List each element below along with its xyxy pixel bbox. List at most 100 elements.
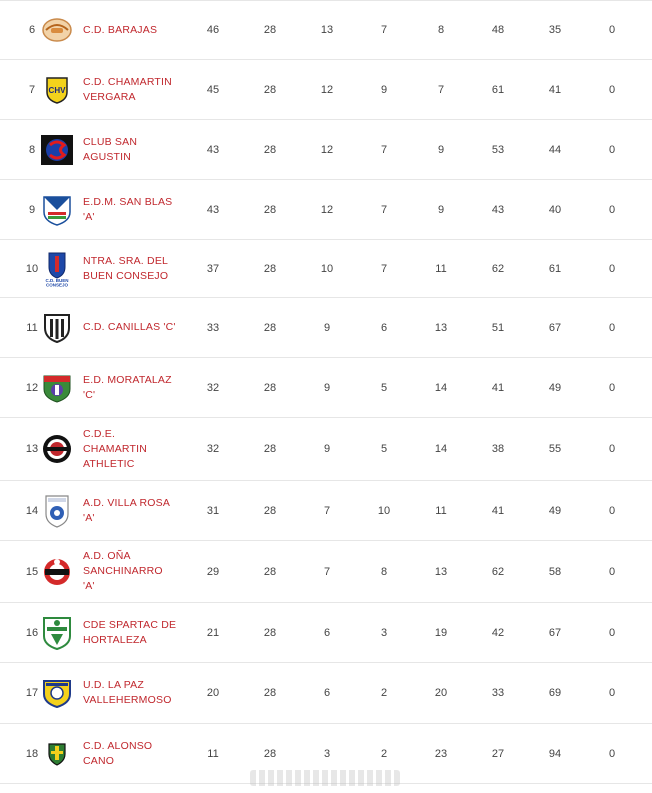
table-row: 16 CDE SPARTAC DE HORTALEZA 21 28 6 3 19 42 67 0 [0, 603, 652, 663]
san-cell: 0 [608, 143, 616, 156]
team-link[interactable]: C.D. CANILLAS 'C' [83, 321, 176, 333]
san-cell: 0 [608, 262, 616, 275]
team-link[interactable]: U.D. LA PAZ VALLEHERMOSO [83, 679, 172, 706]
pg-cell: 13 [320, 24, 334, 36]
position-cell: 7 [28, 83, 36, 96]
svg-text:CHV: CHV [49, 86, 67, 95]
table-row: 11 C.D. CANILLAS 'C' 33 28 9 6 13 51 67 0 [0, 298, 652, 358]
table-row: 13 C.D.E. CHAMARTIN ATHLETIC 32 28 9 5 14 38 55 0 [0, 418, 652, 481]
team-link[interactable]: C.D. ALONSO CANO [83, 739, 153, 767]
pe-cell: 5 [380, 443, 388, 455]
team-link[interactable]: A.D. VILLA ROSA 'A' [83, 496, 171, 524]
table-row: 10 C.D. BUEN CONSEJO NTRA. SRA. DEL BUEN CON… [0, 240, 652, 298]
chamartin-athletic-crest-icon [40, 418, 74, 480]
pg-cell: 3 [323, 747, 331, 760]
san-cell: 0 [608, 203, 616, 216]
pts-cell: 45 [206, 83, 220, 96]
san-cell: 0 [608, 687, 616, 699]
pe-cell: 9 [380, 83, 388, 96]
position-cell: 13 [25, 443, 39, 455]
pj-cell: 28 [263, 443, 277, 455]
pg-cell: 12 [320, 143, 334, 156]
position-cell: 16 [25, 626, 39, 639]
alonso-cano-crest-icon [40, 724, 74, 783]
pts-cell: 43 [206, 203, 220, 216]
san-cell: 0 [608, 83, 616, 96]
position-cell: 12 [25, 381, 39, 394]
gc-cell: 35 [548, 24, 562, 36]
team-link[interactable]: C.D.E. CHAMARTIN ATHLETIC [83, 427, 148, 470]
gf-cell: 43 [491, 203, 505, 216]
gc-cell: 49 [548, 504, 562, 517]
gc-cell: 67 [548, 626, 562, 639]
pp-cell: 13 [434, 565, 448, 578]
pts-cell: 32 [206, 381, 220, 394]
svg-text:C.D. BUEN: C.D. BUEN [45, 278, 68, 283]
table-row: 18 C.D. ALONSO CANO 11 28 3 2 23 27 94 0 [0, 724, 652, 784]
pp-cell: 19 [434, 626, 448, 639]
pg-cell: 9 [323, 321, 331, 334]
san-agustin-crest-icon [40, 120, 74, 179]
pj-cell: 28 [263, 626, 277, 639]
pts-cell: 32 [206, 443, 220, 455]
position-cell: 11 [26, 321, 38, 334]
pj-cell: 28 [263, 262, 277, 275]
san-cell: 0 [608, 443, 616, 455]
villa-rosa-crest-icon [40, 481, 74, 540]
pg-cell: 7 [323, 504, 331, 517]
pg-cell: 6 [323, 626, 331, 639]
team-link[interactable]: CLUB SAN AGUSTIN [83, 135, 138, 163]
pe-cell: 5 [380, 381, 388, 394]
pj-cell: 28 [263, 321, 277, 334]
pts-cell: 43 [206, 143, 220, 156]
pj-cell: 28 [263, 381, 277, 394]
position-cell: 18 [25, 747, 39, 760]
pp-cell: 20 [434, 687, 448, 699]
gf-cell: 62 [491, 565, 505, 578]
pe-cell: 7 [380, 143, 388, 156]
pg-cell: 9 [323, 381, 331, 394]
gf-cell: 41 [491, 381, 505, 394]
pg-cell: 7 [323, 565, 331, 578]
team-link[interactable]: E.D. MORATALAZ 'C' [83, 373, 172, 401]
pj-cell: 28 [263, 203, 277, 216]
position-cell: 8 [28, 143, 36, 156]
gf-cell: 27 [491, 747, 505, 760]
table-row: 14 A.D. VILLA ROSA 'A' 31 28 7 10 11 41 49 0 [0, 481, 652, 541]
table-row: 8 CLUB SAN AGUSTIN 43 28 12 7 9 53 44 0 [0, 120, 652, 180]
gc-cell: 40 [548, 203, 562, 216]
buen-consejo-crest-icon: C.D. BUEN CONSEJO [40, 240, 74, 297]
pts-cell: 37 [206, 262, 220, 275]
pp-cell: 9 [437, 203, 445, 216]
table-row: 12 E.D. MORATALAZ 'C' 32 28 9 5 14 41 49 0 [0, 358, 652, 418]
pp-cell: 7 [437, 83, 445, 96]
pe-cell: 10 [377, 504, 391, 517]
team-link[interactable]: E.D.M. SAN BLAS 'A' [83, 195, 173, 223]
table-row: 15 A.D. OÑA SANCHINARRO 'A' 29 28 7 8 13 62 58 0 [0, 541, 652, 603]
pp-cell: 8 [437, 24, 445, 36]
pj-cell: 28 [263, 143, 277, 156]
gf-cell: 62 [491, 262, 505, 275]
gc-cell: 49 [548, 381, 562, 394]
team-link[interactable]: A.D. OÑA SANCHINARRO 'A' [83, 550, 163, 592]
pe-cell: 6 [380, 321, 388, 334]
pg-cell: 9 [323, 443, 331, 455]
gc-cell: 58 [548, 565, 562, 578]
san-cell: 0 [608, 504, 616, 517]
team-link[interactable]: C.D. CHAMARTIN VERGARA [83, 75, 172, 103]
team-link[interactable]: NTRA. SRA. DEL BUEN CONSEJO [83, 254, 169, 282]
pe-cell: 2 [380, 687, 388, 699]
pts-cell: 11 [207, 747, 219, 760]
pp-cell: 11 [435, 504, 447, 517]
pj-cell: 28 [263, 687, 277, 699]
position-cell: 17 [25, 687, 39, 699]
pj-cell: 28 [263, 565, 277, 578]
gf-cell: 61 [491, 83, 505, 96]
pg-cell: 10 [320, 262, 334, 275]
watermark [250, 770, 400, 786]
san-blas-crest-icon [40, 180, 74, 239]
pe-cell: 7 [380, 24, 388, 36]
team-link[interactable]: C.D. BARAJAS [83, 23, 158, 36]
team-link[interactable]: CDE SPARTAC DE HORTALEZA [83, 618, 177, 646]
